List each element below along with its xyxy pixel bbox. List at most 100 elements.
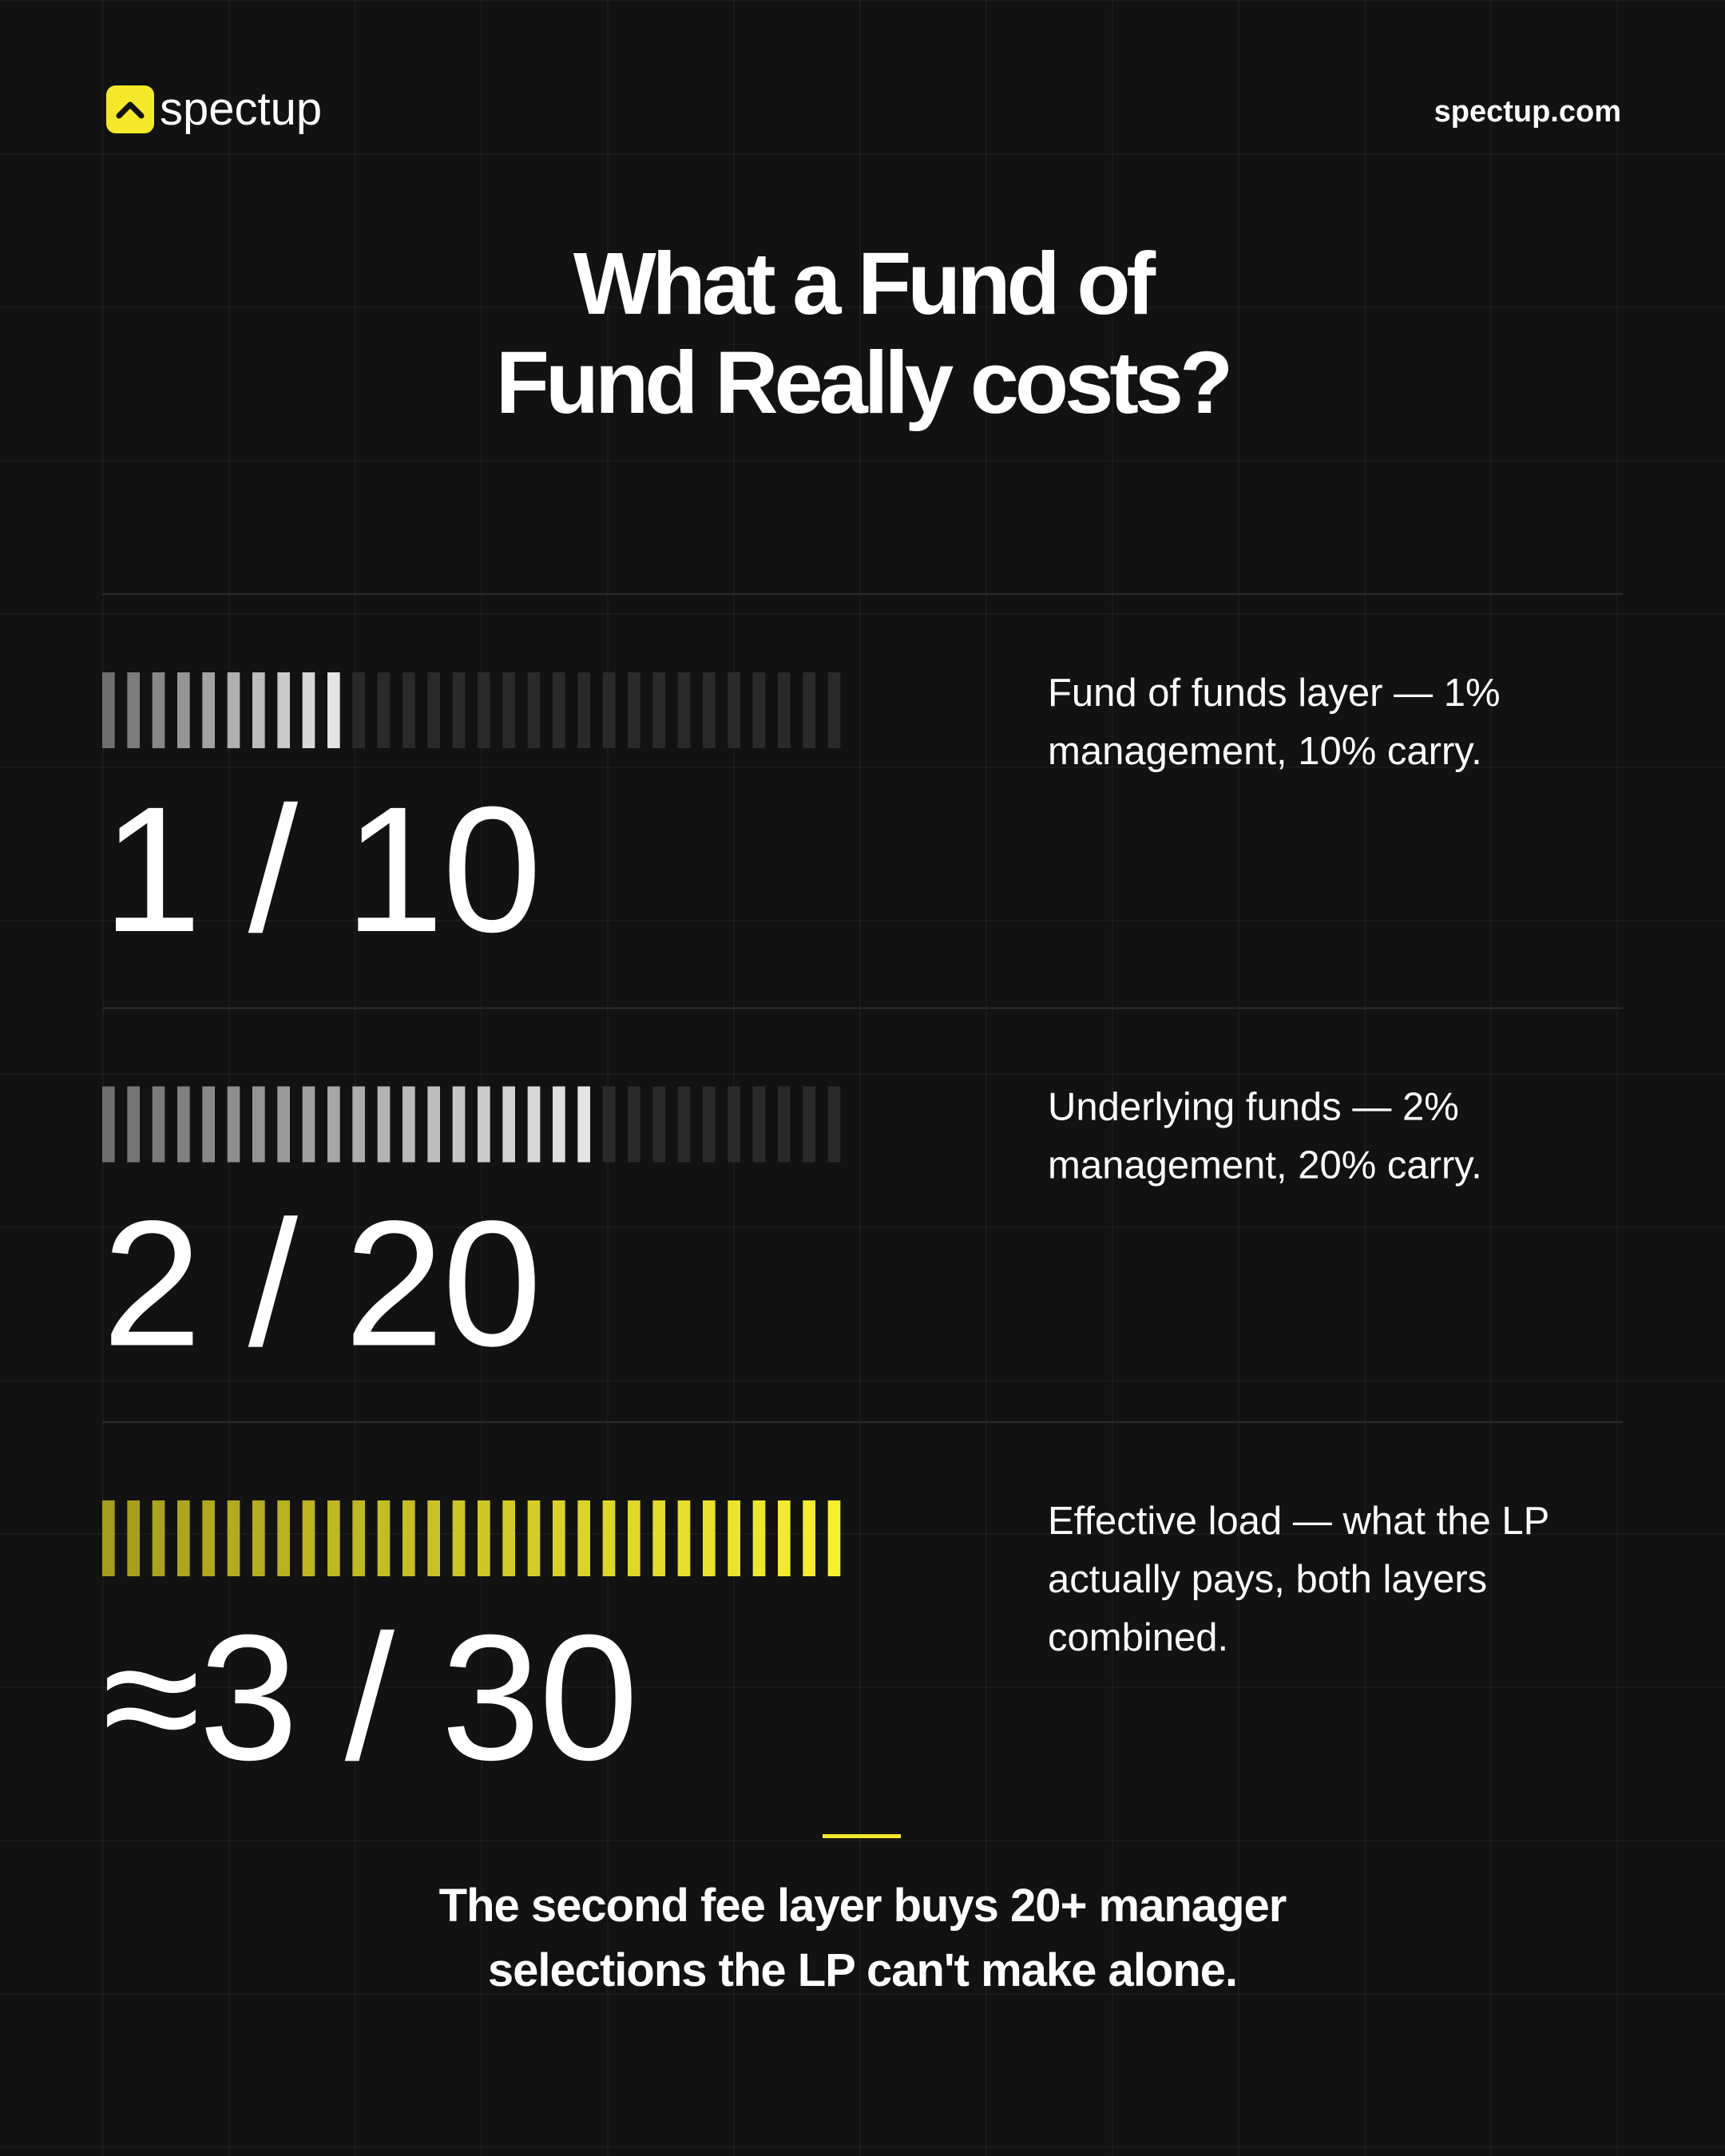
bar-segment-filled [277, 672, 290, 748]
bar-segment-filled [478, 1086, 490, 1163]
bar-segment-filled [102, 1086, 115, 1163]
bar-segment-filled [177, 672, 190, 748]
bar-segment-filled [577, 1086, 590, 1163]
bar-segment-filled [703, 1500, 716, 1576]
bar-segment-filled [527, 1500, 541, 1576]
bar-segment-filled [327, 1086, 340, 1163]
description-line: management, 20% carry. [1048, 1144, 1482, 1187]
bar-segment-filled [127, 1086, 140, 1163]
bar-segment-filled [502, 1500, 515, 1576]
bar-segment-filled [302, 672, 315, 748]
bar-segment-empty [452, 672, 466, 748]
figure: ≈3 / 30 [102, 1598, 636, 1797]
bar-segment-empty [827, 1086, 841, 1163]
bar-segment-empty [478, 672, 490, 748]
bar-segment-filled [553, 1086, 565, 1163]
bar-segment-filled [728, 1500, 740, 1576]
bar-segment-filled [827, 1500, 841, 1576]
bar-segment-filled [302, 1086, 315, 1163]
bar-segment-filled [628, 1500, 640, 1576]
bar-segment-filled [152, 1500, 165, 1576]
bar-segment-empty [778, 672, 791, 748]
bar-segment-filled [152, 1086, 165, 1163]
description-line: Underlying funds — 2% [1048, 1086, 1459, 1129]
site-link: spectup.com [1434, 95, 1621, 129]
description-line: Fund of funds layer — 1% [1048, 672, 1501, 715]
bar-segment-filled [553, 1500, 565, 1576]
bar-segment-empty [652, 1086, 665, 1163]
bar-segment-filled [452, 1500, 466, 1576]
logo-icon [106, 85, 154, 133]
bar-segment-empty [778, 1086, 791, 1163]
bar-segment-filled [202, 672, 215, 748]
bar-segment-filled [252, 1086, 265, 1163]
bar-segment-filled [377, 1500, 391, 1576]
figure: 2 / 20 [102, 1184, 540, 1384]
bar-segment-filled [377, 1086, 391, 1163]
bar-segment-empty [352, 672, 365, 748]
bar-segment-filled [227, 1086, 240, 1163]
bar-segment-filled [277, 1086, 290, 1163]
bar-segment-filled [227, 672, 240, 748]
bar-segment-filled [402, 1086, 415, 1163]
bar-segment-empty [628, 1086, 640, 1163]
bar-segment-empty [628, 672, 640, 748]
bar-segment-filled [577, 1500, 590, 1576]
bar-segment-empty [703, 672, 716, 748]
bar-segment-filled [427, 1500, 440, 1576]
figure: 1 / 10 [102, 770, 540, 969]
bar-segment-filled [803, 1500, 815, 1576]
bar-segment-filled [778, 1500, 791, 1576]
bar-segment-filled [352, 1500, 365, 1576]
brand: spectup [160, 83, 322, 135]
bar-segment-filled [302, 1500, 315, 1576]
bar-segment-filled [478, 1500, 490, 1576]
bar-segment-empty [553, 672, 565, 748]
bar-segment-filled [327, 1500, 340, 1576]
description-line: management, 10% carry. [1048, 730, 1482, 773]
footer-line: selections the LP can't make alone. [488, 1944, 1237, 1996]
title-line: Fund Really costs? [496, 334, 1230, 432]
bar-segment-empty [728, 1086, 740, 1163]
bar-segment-empty [527, 672, 541, 748]
bar-segment-filled [252, 1500, 265, 1576]
accent-line [823, 1834, 901, 1838]
bar-segment-empty [827, 672, 841, 748]
bar-segment-filled [427, 1086, 440, 1163]
bar-segment-filled [277, 1500, 290, 1576]
bar-segment-empty [577, 672, 590, 748]
bar-segment-empty [803, 1086, 815, 1163]
bar-segment-filled [602, 1500, 616, 1576]
bar-segment-filled [752, 1500, 766, 1576]
bar-segment-filled [177, 1500, 190, 1576]
bar-segment-filled [327, 672, 340, 748]
bar-segment-empty [703, 1086, 716, 1163]
bar-segment-empty [677, 1086, 691, 1163]
bar-segment-filled [252, 672, 265, 748]
bar-segment-empty [677, 672, 691, 748]
bar-segment-filled [202, 1500, 215, 1576]
bar-segment-empty [652, 672, 665, 748]
bar-segment-filled [227, 1500, 240, 1576]
bar-segment-empty [602, 672, 616, 748]
bar-segment-empty [377, 672, 391, 748]
bar-segment-filled [152, 672, 165, 748]
bar-segment-filled [177, 1086, 190, 1163]
bar-segment-empty [402, 672, 415, 748]
bar-segment-empty [602, 1086, 616, 1163]
description-line: actually pays, both layers [1048, 1558, 1487, 1601]
bar-segment-filled [402, 1500, 415, 1576]
bar-segment-empty [502, 672, 515, 748]
bar-segment-filled [452, 1086, 466, 1163]
logo-chevron [116, 101, 145, 119]
bar-segment-filled [127, 672, 140, 748]
bar-segment-empty [803, 672, 815, 748]
bar-segment-filled [102, 1500, 115, 1576]
title-line: What a Fund of [573, 235, 1156, 333]
description-line: combined. [1048, 1616, 1228, 1659]
bar-segment-filled [527, 1086, 541, 1163]
bar-segment-filled [102, 672, 115, 748]
bar-segment-filled [677, 1500, 691, 1576]
